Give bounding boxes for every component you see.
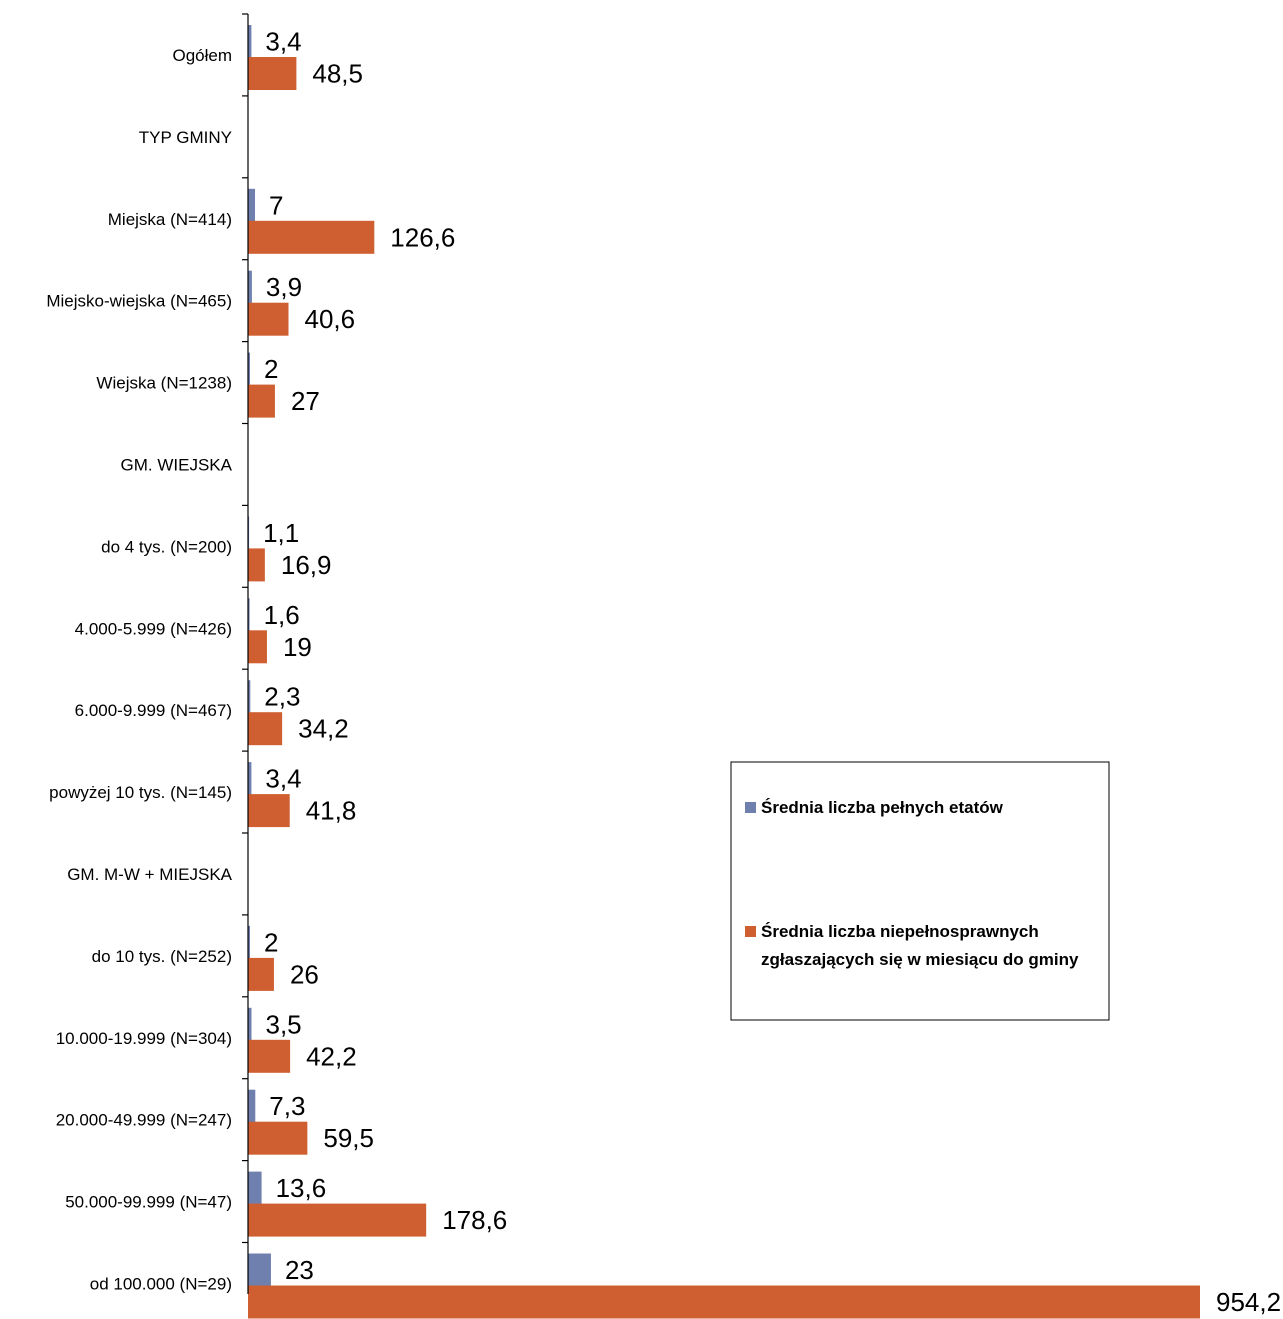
etaty-bar-0 [248,25,252,58]
category-label-gm-m-w-miejska: GM. M-W + MIEJSKA [67,865,232,884]
etaty-bar-8 [248,680,251,714]
etaty-bar-9 [248,762,252,796]
niepelnosprawni-value-label-6: 16,9 [281,550,332,580]
niepelnosprawni-value-label-0: 48,5 [312,59,363,89]
etaty-value-label-9: 3,4 [265,764,301,794]
etaty-value-label-13: 7,3 [269,1091,305,1121]
etaty-value-label-15: 23 [285,1255,314,1285]
etaty-bar-13 [248,1089,256,1123]
niepelnosprawni-bar-0 [248,57,297,90]
category-label-4-000-5-999-n-426: 4.000-5.999 (N=426) [75,619,232,638]
niepelnosprawni-value-label-2: 126,6 [390,222,455,252]
niepelnosprawni-value-label-15: 954,2 [1216,1287,1281,1317]
category-label-powy-ej-10-tys-n-145: powyżej 10 tys. (N=145) [49,783,232,802]
niepelnosprawni-value-label-12: 42,2 [306,1041,357,1071]
legend-label-etaty-line-0: Średnia liczba pełnych etatów [761,798,1004,817]
etaty-value-label-4: 2 [264,354,278,384]
etaty-value-label-8: 2,3 [264,682,300,712]
etaty-bar-15 [248,1253,271,1287]
legend-box [730,761,1110,1021]
category-label-do-10-tys-n-252: do 10 tys. (N=252) [92,947,232,966]
niepelnosprawni-value-label-8: 34,2 [298,714,349,744]
legend-label-niepelnosprawni-line-0: Średnia liczba niepełnosprawnych [761,922,1039,941]
niepelnosprawni-bar-4 [248,384,275,418]
niepelnosprawni-bar-3 [248,302,289,336]
etaty-value-label-14: 13,6 [276,1173,327,1203]
labels-layer: Ogółem 3,4 48,5 TYP GMINY Miejska (N=414) 7 12… [46,27,1281,1318]
axis-ticks [242,13,248,1244]
niepelnosprawni-bar-11 [248,957,274,991]
niepelnosprawni-bar-6 [248,548,265,582]
niepelnosprawni-value-label-7: 19 [283,632,312,662]
category-label-od-100-000-n-29: od 100.000 (N=29) [90,1274,232,1293]
niepelnosprawni-bar-8 [248,712,283,746]
niepelnosprawni-bar-9 [248,794,290,828]
etaty-bar-3 [248,270,252,304]
category-label-miejsko-wiejska-n-465: Miejsko-wiejska (N=465) [46,292,232,311]
niepelnosprawni-value-label-14: 178,6 [442,1205,507,1235]
category-label-wiejska-n-1238: Wiejska (N=1238) [96,374,232,393]
niepelnosprawni-bar-14 [248,1203,427,1237]
bars-layer [248,25,1200,1319]
legend: Średnia liczba pełnych etatów Średnia lic… [730,761,1110,1021]
etaty-value-label-6: 1,1 [263,518,299,548]
niepelnosprawni-value-label-9: 41,8 [306,796,357,826]
niepelnosprawni-value-label-13: 59,5 [323,1123,374,1153]
legend-swatch-etaty [745,802,756,813]
category-label-10-000-19-999-n-304: 10.000-19.999 (N=304) [56,1029,232,1048]
niepelnosprawni-value-label-4: 27 [291,386,320,416]
niepelnosprawni-bar-13 [248,1121,308,1155]
category-label-miejska-n-414: Miejska (N=414) [108,210,232,229]
etaty-bar-2 [248,188,255,222]
category-label-6-000-9-999-n-467: 6.000-9.999 (N=467) [75,701,232,720]
etaty-bar-4 [248,352,250,386]
niepelnosprawni-value-label-3: 40,6 [305,304,356,334]
niepelnosprawni-bar-15 [248,1285,1200,1319]
category-label-og-em: Ogółem [172,46,232,65]
legend-label-niepelnosprawni-line-1: zgłaszających się w miesiącu do gminy [761,950,1079,969]
etaty-value-label-3: 3,9 [266,272,302,302]
etaty-value-label-0: 3,4 [265,27,301,57]
etaty-bar-7 [248,598,250,632]
etaty-value-label-7: 1,6 [264,600,300,630]
etaty-bar-11 [248,925,250,959]
legend-swatch-niepelnosprawni [745,926,756,937]
category-label-gm-wiejska: GM. WIEJSKA [121,455,233,474]
category-label-20-000-49-999-n-247: 20.000-49.999 (N=247) [56,1111,232,1130]
etaty-value-label-2: 7 [269,190,283,220]
category-label-50-000-99-999-n-47: 50.000-99.999 (N=47) [65,1193,232,1212]
etaty-value-label-12: 3,5 [265,1009,301,1039]
etaty-bar-12 [248,1007,252,1041]
niepelnosprawni-bar-7 [248,630,267,664]
etaty-bar-14 [248,1171,262,1205]
category-label-do-4-tys-n-200: do 4 tys. (N=200) [101,537,232,556]
niepelnosprawni-bar-2 [248,220,375,254]
etaty-value-label-11: 2 [264,927,278,957]
niepelnosprawni-bar-12 [248,1039,291,1073]
category-label-typ-gminy: TYP GMINY [139,128,232,147]
niepelnosprawni-value-label-11: 26 [290,959,319,989]
